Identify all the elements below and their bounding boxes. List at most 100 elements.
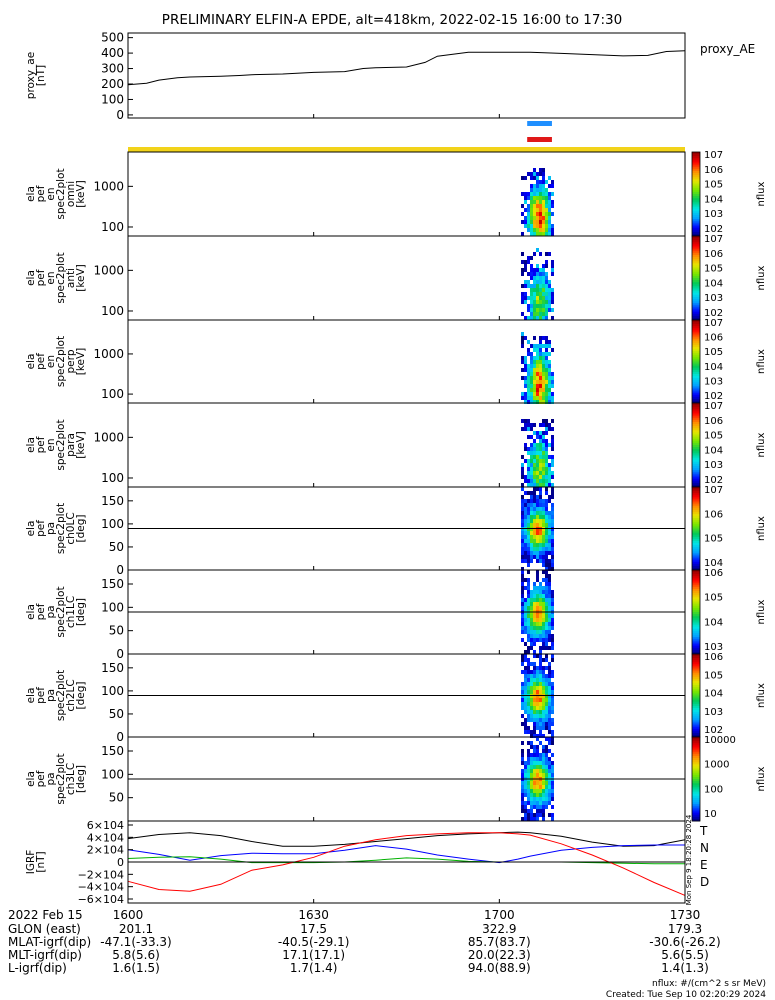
colorbar-swatch [692,559,700,563]
heatmap-cell [538,547,542,551]
heatmap-cell [547,678,551,682]
heatmap-cell [523,630,527,634]
heatmap-cell [535,606,539,610]
heatmap-cell [529,662,533,666]
colorbar-swatch [692,466,700,469]
heatmap-cell [526,376,530,380]
colorbar-swatch [692,419,700,423]
heatmap-cell [520,495,524,499]
heatmap-cell [532,284,536,288]
heatmap-cell [547,662,551,666]
heatmap-cell [526,220,530,224]
colorbar-swatch [692,480,700,484]
heatmap-cell [541,714,545,718]
heatmap-cell [532,312,536,316]
heatmap-cell [541,789,545,793]
heatmap-cell [532,376,536,380]
colorbar-tick-label: 102 [704,475,723,486]
heatmap-cell [547,582,551,586]
heatmap-cell [529,316,533,320]
heatmap-cell [547,646,551,650]
heatmap-cell [523,280,527,284]
colorbar-swatch [692,166,700,170]
heatmap-cell [529,392,533,396]
flag-bar-red [527,137,552,142]
heatmap-cell [526,216,530,220]
heatmap-cell [520,539,524,543]
heatmap-cell [523,384,527,388]
colorbar-swatch [692,463,700,467]
series-line-E [127,856,685,865]
panel-ela_pef_pa_spec2plot_ch2LC: 106105104103102nflux150100500elapefpaspe… [25,652,767,744]
heatmap-cell [535,384,539,388]
heatmap-cell [535,718,539,722]
heatmap-cell [538,650,542,654]
heatmap-cell [532,344,536,348]
ephemeris-value: 201.1 [119,922,153,936]
heatmap-cell [529,296,533,300]
heatmap-cell [544,392,548,396]
heatmap-cell [532,479,536,483]
heatmap-cell [523,710,527,714]
heatmap-cell [544,606,548,610]
heatmap-cell [520,312,524,316]
colorbar-label: nflux [756,683,767,708]
y-axis-label-line: ela [25,186,37,202]
y-axis-label-line: perp [65,349,77,373]
heatmap-cell [520,630,524,634]
colorbar-swatch [692,668,700,672]
heatmap-cell [526,570,530,574]
heatmap-cell [523,419,527,423]
y-tick-label: 100 [101,767,124,781]
colorbar-swatch [692,683,700,686]
heatmap-cell [538,741,542,745]
heatmap-cell [535,749,539,753]
heatmap-cell [550,288,554,292]
heatmap-cell [550,260,554,264]
heatmap-cell [529,200,533,204]
heatmap-cell [520,543,524,547]
colorbar-swatch [692,503,700,507]
heatmap-cell [532,722,536,726]
heatmap-cell [550,602,554,606]
heatmap-cell [529,224,533,228]
colorbar-swatch [692,551,700,554]
heatmap-cell [532,686,536,690]
heatmap-cell [550,547,554,551]
colorbar-swatch [692,156,700,159]
colorbar-swatch [692,369,700,373]
colorbar-swatch [692,305,700,308]
heatmap-cell [538,316,542,320]
units-note: nflux: #/(cm^2 s sr MeV) [652,979,766,989]
heatmap-cells [520,332,554,404]
heatmap-cell [547,220,551,224]
heatmap-cell [547,228,551,232]
y-tick-label: 300 [101,62,124,76]
heatmap-cell [541,312,545,316]
heatmap-cell [547,511,551,515]
heatmap-cell [529,308,533,312]
heatmap-cell [526,475,530,479]
heatmap-cell [541,753,545,757]
colorbar-tick-label: 104 [704,558,723,569]
heatmap-cell [550,765,554,769]
colorbar-swatch [692,191,700,195]
heatmap-cell [520,511,524,515]
heatmap-cell [532,288,536,292]
heatmap-cell [520,487,524,491]
panel-frame [127,235,686,321]
colorbar-swatch [692,282,700,285]
heatmap-cell [529,276,533,280]
heatmap-cell [538,471,542,475]
heatmap-cell [523,598,527,602]
heatmap-cell [535,734,539,738]
colorbar-swatch [692,396,700,400]
heatmap-cell [544,722,548,726]
heatmap-cell [535,388,539,392]
heatmap-cell [532,272,536,276]
colorbar-swatch [692,225,700,229]
heatmap-cell [541,451,545,455]
heatmap-cell [535,459,539,463]
heatmap-cell [550,734,554,738]
heatmap-cell [526,594,530,598]
